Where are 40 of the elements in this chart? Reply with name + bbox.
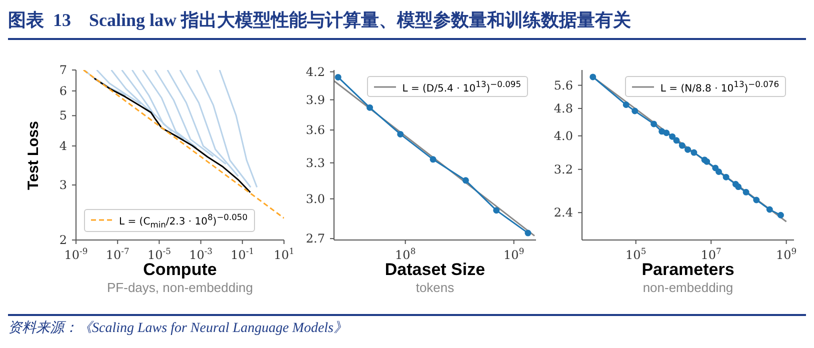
x-tick-label: 10$^{-1}$	[230, 246, 254, 262]
x-tick-label: 10$^{-5}$	[147, 246, 171, 262]
text: tokens	[414, 280, 456, 295]
x-axis-title: Parameters	[642, 260, 734, 279]
x-tick-label: 10$^{5}$	[626, 246, 646, 262]
y-tick-label: 4.8	[554, 101, 573, 116]
y-tick-label: 4.0	[554, 128, 573, 143]
y-tick-label: 2.7	[306, 232, 325, 246]
y-tick-label: 4.2	[306, 64, 325, 79]
x-tick-label: 10$^{9}$	[776, 246, 797, 262]
chart-title: 图表 13 Scaling law 指出大模型性能与计算量、模型参数量和训练数据量有关	[8, 8, 806, 40]
x-tick-label: 10$^{-7}$	[106, 246, 130, 262]
x-tick-label: 10$^{7}$	[700, 246, 722, 262]
y-tick-label: 2.4	[554, 206, 574, 220]
x-axis-title: Dataset Size	[384, 260, 486, 279]
y-tick-label: 3.9	[306, 92, 325, 107]
text: 资料来源：《Scaling Laws for Neural Language Models》	[8, 320, 349, 337]
x-tick-label: 10$^{9}$	[504, 246, 524, 262]
y-tick-label: 4	[59, 138, 68, 153]
y-tick-label: 3.0	[306, 192, 325, 206]
y-tick-label: 7	[59, 63, 67, 77]
legend-label: L = (N/8.8 · 10$^{13}$)$^{−0.076}$	[660, 79, 779, 94]
legend-label: L = (C$_{min}$/2.3 · 10$^{8}$)$^{−0.050}$	[119, 212, 248, 229]
x-tick-label: 10$^{-9}$	[64, 246, 88, 262]
y-tick-label: 3.6	[306, 122, 325, 137]
y-axis-title: Test Loss	[24, 120, 42, 190]
y-tick-label: 3.2	[554, 162, 573, 176]
legend-label: L = (D/5.4 · 10$^{13}$)$^{−0.095}$	[402, 79, 521, 94]
x-tick-label: 10$^{-3}$	[189, 246, 213, 262]
text: non-embedding	[642, 280, 734, 295]
y-tick-label: 2	[59, 233, 67, 247]
text: PF-days, non-embedding	[106, 280, 254, 295]
y-tick-label: 5.6	[554, 78, 573, 92]
y-tick-label: 5	[59, 108, 67, 123]
x-tick-label: 10$^{1}$	[274, 246, 294, 262]
x-axis-title: Compute	[143, 260, 217, 279]
y-tick-label: 3	[59, 178, 67, 192]
y-tick-label: 6	[59, 84, 67, 98]
y-tick-label: 3.3	[306, 156, 325, 170]
x-tick-label: 10$^{8}$	[395, 246, 416, 262]
